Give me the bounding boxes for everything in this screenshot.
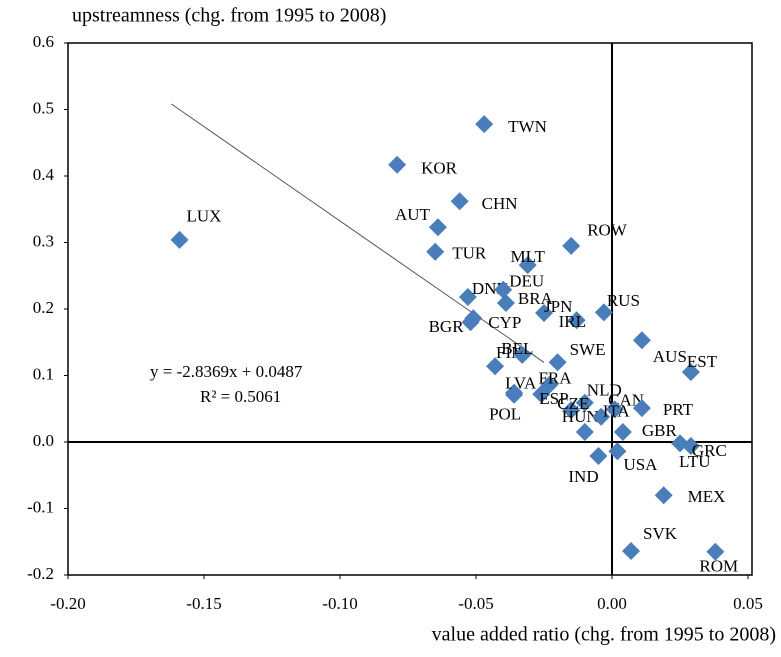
point: [622, 542, 641, 561]
point: [388, 155, 407, 174]
point: [575, 393, 594, 412]
x-tick-label: 0.00: [597, 594, 627, 613]
point-label: BGR: [429, 317, 465, 336]
point: [589, 446, 608, 465]
point-label: SVK: [643, 524, 678, 543]
point: [518, 256, 537, 275]
point-label: LUX: [187, 207, 222, 226]
point-label: PRT: [663, 400, 694, 419]
x-tick-label: -0.05: [458, 594, 493, 613]
x-tick-label: -0.20: [50, 594, 85, 613]
y-tick-label: 0.3: [33, 231, 54, 250]
point-label: LTU: [679, 452, 711, 471]
point: [706, 542, 725, 561]
point-label: ROM: [699, 557, 738, 576]
x-tick-label: 0.05: [733, 594, 763, 613]
point: [594, 303, 613, 322]
point-label: NLD: [587, 381, 622, 400]
point: [632, 399, 651, 418]
point: [535, 303, 553, 322]
point-label: MLT: [511, 247, 546, 266]
point: [681, 363, 700, 382]
point-label: CYP: [488, 313, 521, 332]
point: [654, 486, 673, 505]
y-tick-label: 0.5: [33, 98, 54, 117]
point: [608, 442, 627, 461]
point-label: ROW: [587, 221, 628, 240]
point-label: FRA: [538, 369, 572, 388]
point: [496, 294, 515, 313]
point: [505, 385, 524, 404]
point: [450, 192, 469, 211]
point: [475, 115, 494, 134]
point: [426, 242, 445, 261]
point: [540, 375, 559, 394]
point: [170, 230, 189, 249]
point: [681, 436, 700, 455]
point-label: ESP: [539, 389, 568, 408]
point: [464, 309, 483, 328]
point-label: DEU: [509, 272, 544, 291]
point-label: LVA: [505, 374, 537, 393]
r-squared: R² = 0.5061: [200, 387, 281, 406]
point: [567, 311, 586, 330]
trend-equation: y = -2.8369x + 0.0487: [150, 362, 303, 381]
plot-frame: [67, 42, 753, 576]
point: [428, 218, 447, 237]
x-tick-label: -0.15: [186, 594, 221, 613]
point: [592, 407, 611, 426]
x-axis-label: value added ratio (chg. from 1995 to 200…: [432, 624, 776, 646]
point: [548, 353, 567, 372]
point-label: AUS: [653, 347, 687, 366]
point: [513, 345, 532, 364]
point: [632, 331, 651, 350]
point-label: USA: [623, 455, 658, 474]
point-label: TWN: [508, 117, 547, 136]
point: [605, 400, 624, 419]
point-label: BRA: [518, 289, 554, 308]
y-tick-label: 0.2: [33, 298, 54, 317]
point-label: BEL: [501, 339, 533, 358]
y-tick-label: 0.0: [33, 431, 54, 450]
point: [562, 236, 581, 255]
point-label: CZE: [557, 394, 589, 413]
y-tick-label: 0.4: [33, 165, 55, 184]
point: [458, 288, 477, 307]
point-label: RUS: [607, 291, 640, 310]
y-tick-label: -0.2: [27, 564, 54, 583]
point-label: TUR: [452, 244, 487, 263]
trend-line: [171, 103, 545, 363]
point-label: POL: [489, 405, 521, 424]
point: [562, 401, 581, 420]
point-label: CHN: [482, 194, 518, 213]
point-label: KOR: [421, 159, 458, 178]
point-label: AUT: [395, 205, 431, 224]
point-label: IRL: [559, 312, 586, 331]
y-tick-label: -0.1: [27, 497, 54, 516]
point-label: EST: [687, 352, 718, 371]
point-label: HUN: [562, 407, 599, 426]
y-tick-label: 0.1: [33, 364, 54, 383]
y-tick-label: 0.6: [33, 32, 54, 51]
point: [486, 357, 505, 376]
point: [494, 280, 513, 299]
point-label: IND: [568, 467, 598, 486]
point-label: SWE: [570, 340, 606, 359]
point-label: JPN: [544, 297, 572, 316]
point-label: ITA: [603, 401, 631, 420]
point: [575, 423, 594, 442]
x-tick-label: -0.10: [322, 594, 357, 613]
point: [613, 423, 632, 442]
point-label: GBR: [642, 421, 678, 440]
point-label: GRC: [692, 441, 727, 460]
y-axis-label: upstreamness (chg. from 1995 to 2008): [72, 5, 386, 27]
point-label: MEX: [688, 487, 726, 506]
